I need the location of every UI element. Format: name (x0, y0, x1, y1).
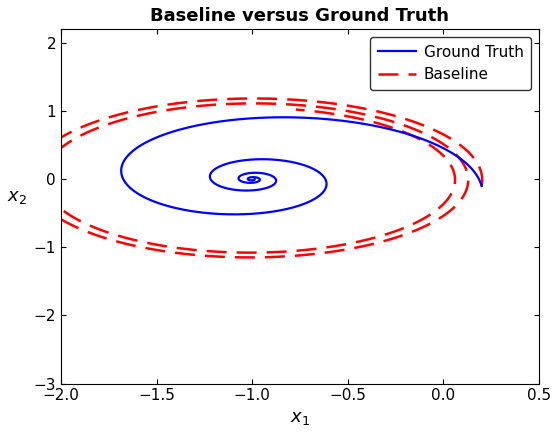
Line: Baseline: Baseline (29, 99, 482, 257)
Baseline (451, 204, 458, 210)
Ground Truth (253, 187, 259, 193)
Title: Baseline versus Ground Truth: Baseline versus Ground Truth (151, 7, 449, 25)
Legend: Ground Truth, Baseline: Ground Truth, Baseline (371, 37, 531, 90)
Ground Truth (323, 184, 329, 190)
Baseline (369, 119, 376, 125)
Ground Truth (321, 188, 328, 193)
Baseline (446, 160, 453, 165)
Baseline (247, 255, 253, 260)
Ground Truth (251, 177, 258, 182)
Line: Ground Truth: Ground Truth (121, 117, 482, 214)
Baseline (292, 107, 299, 112)
Baseline (455, 155, 462, 160)
Ground Truth (318, 192, 324, 197)
Ground Truth (280, 115, 287, 120)
Ground Truth (231, 212, 238, 217)
Baseline (478, 184, 485, 189)
Ground Truth (251, 177, 258, 182)
Baseline (251, 96, 257, 101)
Y-axis label: $x_2$: $x_2$ (7, 188, 27, 207)
Ground Truth (478, 184, 485, 189)
Baseline (441, 212, 448, 217)
Ground Truth (207, 175, 214, 181)
Baseline (85, 223, 92, 228)
X-axis label: $x_1$: $x_1$ (290, 409, 310, 427)
